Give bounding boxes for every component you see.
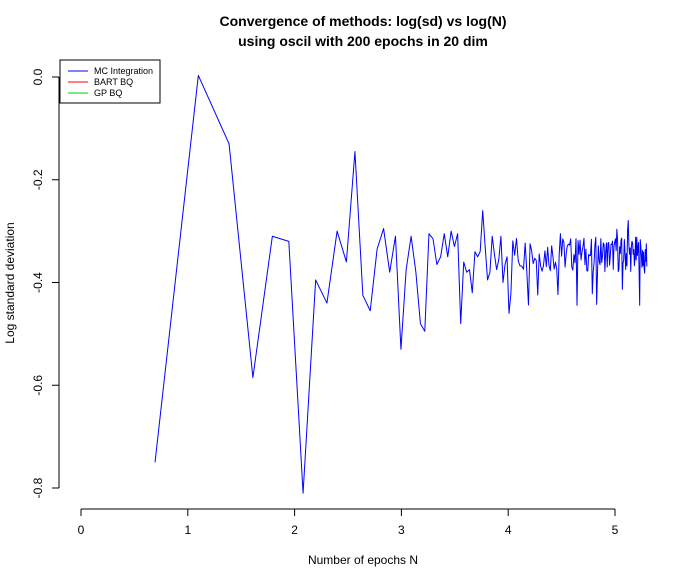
x-tick-label: 2	[291, 523, 298, 537]
x-axis-label: Number of epochs N	[308, 553, 418, 567]
y-axis: 0.0 -0.2 -0.4 -0.6 -0.8	[31, 68, 60, 498]
legend: MC Integration BART BQ GP BQ	[59, 59, 161, 104]
x-axis: 0 1 2 3 4 5	[78, 508, 619, 537]
y-tick-label: -0.6	[31, 375, 45, 396]
y-tick-label: -0.2	[31, 169, 45, 190]
legend-label-gp: GP BQ	[94, 88, 122, 98]
chart-title-line1: Convergence of methods: log(sd) vs log(N…	[219, 13, 506, 29]
x-tick-label: 5	[612, 523, 619, 537]
chart-title-line2: using oscil with 200 epochs in 20 dim	[238, 33, 488, 49]
y-tick-label: -0.8	[31, 477, 45, 498]
x-tick-label: 1	[184, 523, 191, 537]
plot-series	[154, 74, 648, 494]
y-axis-label: Log standard deviation	[3, 222, 17, 343]
series-line-mc-integration	[154, 74, 648, 494]
x-tick-label: 4	[505, 523, 512, 537]
y-tick-label: -0.4	[31, 272, 45, 293]
x-tick-label: 3	[398, 523, 405, 537]
legend-label-mc: MC Integration	[94, 66, 153, 76]
legend-label-bart: BART BQ	[94, 77, 133, 87]
x-tick-label: 0	[78, 523, 85, 537]
y-tick-label: 0.0	[31, 68, 45, 85]
